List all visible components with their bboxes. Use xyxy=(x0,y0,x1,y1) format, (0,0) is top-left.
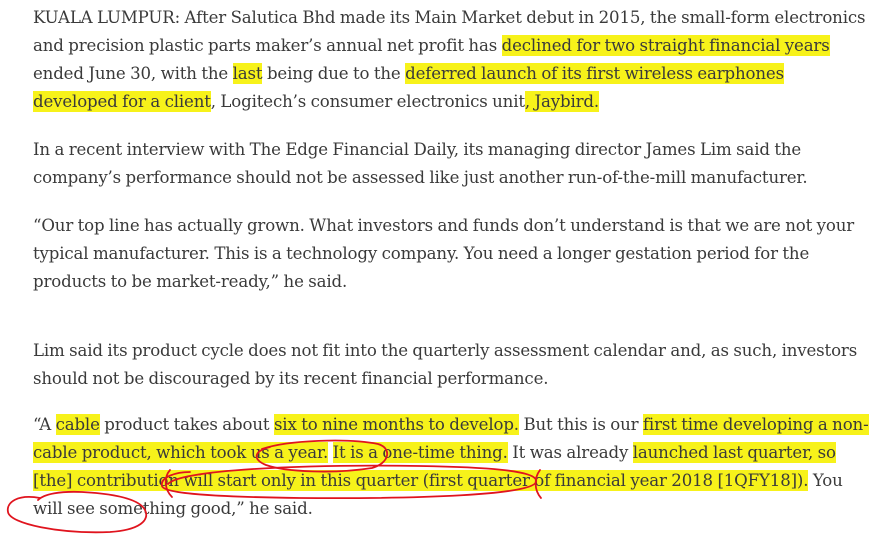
paragraph-5-text-5: It was already xyxy=(507,443,633,462)
article-paragraph-1: KUALA LUMPUR: After Salutica Bhd made it… xyxy=(33,4,873,116)
paragraph-5-text-1: “A xyxy=(33,415,56,434)
highlight-last: last xyxy=(232,63,263,84)
highlight-jaybird: , Jaybird. xyxy=(524,91,600,112)
highlight-cable: cable xyxy=(55,414,100,435)
paragraph-1-text-2: ended June 30, with the xyxy=(33,64,233,83)
paragraph-5-text-3: But this is our xyxy=(518,415,643,434)
highlight-one-time-thing: It is a one-time thing. xyxy=(332,442,508,463)
article-paragraph-4: Lim said its product cycle does not fit … xyxy=(33,341,858,388)
highlight-declined-two-years: declined for two straight financial year… xyxy=(501,35,830,56)
paragraph-1-text-4: , Logitech’s consumer electronics unit xyxy=(210,92,525,111)
highlight-six-to-nine-months: six to nine months to develop. xyxy=(273,414,519,435)
paragraph-1-text-1: KUALA LUMPUR: After Salutica Bhd made it… xyxy=(33,8,866,55)
paragraph-5-text-2: product takes about xyxy=(99,415,274,434)
article-paragraph-3: “Our top line has actually grown. What i… xyxy=(33,216,855,291)
paragraph-5-text-4 xyxy=(328,443,333,462)
article-paragraph-2: In a recent interview with The Edge Fina… xyxy=(33,140,808,187)
article-paragraph-5: “A cable product takes about six to nine… xyxy=(33,411,873,523)
paragraph-1-text-3: being due to the xyxy=(262,64,406,83)
